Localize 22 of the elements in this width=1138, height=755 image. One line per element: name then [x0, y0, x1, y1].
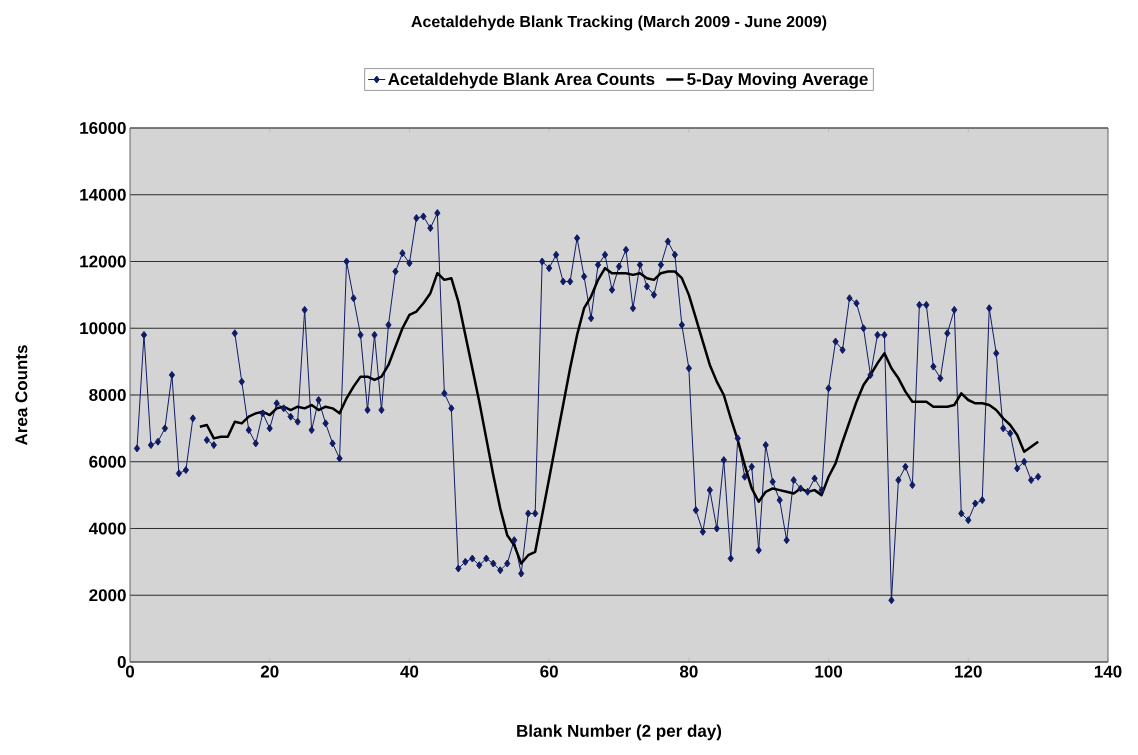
x-tick-label: 120: [955, 665, 982, 678]
y-tick-label: 12000: [80, 255, 126, 268]
x-tick-label: 140: [1094, 665, 1122, 678]
y-tick-label: 8000: [89, 388, 126, 402]
x-tick-label: 100: [815, 665, 843, 678]
x-tick-label: 0: [125, 665, 135, 678]
y-tick-label: 14000: [80, 188, 126, 201]
x-tick-label: 80: [679, 665, 698, 678]
legend-label: 5-Day Moving Average: [687, 72, 868, 89]
y-tick-label: 10000: [80, 322, 126, 335]
y-axis-title: Area Counts: [15, 345, 28, 446]
y-tick-label: 6000: [89, 455, 126, 468]
x-tick-label: 20: [260, 665, 279, 678]
legend-label: Acetaldehyde Blank Area Counts: [388, 72, 655, 89]
x-tick-label: 60: [540, 665, 558, 678]
y-tick-label: 4000: [88, 522, 126, 535]
chart-title: Acetaldehyde Blank Tracking (March 2009 - June 2009): [411, 15, 827, 31]
x-axis-title: Blank Number (2 per day): [517, 724, 722, 741]
y-tick-label: 16000: [80, 121, 126, 135]
y-tick-label: 2000: [89, 589, 126, 602]
x-tick-label: 40: [400, 665, 419, 678]
y-tick-label: 0: [117, 655, 126, 669]
